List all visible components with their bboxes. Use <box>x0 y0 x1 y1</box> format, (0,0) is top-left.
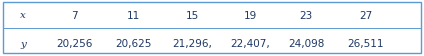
Text: 24,098: 24,098 <box>288 39 324 49</box>
Text: 7: 7 <box>71 11 78 21</box>
Text: 20,256: 20,256 <box>56 39 92 49</box>
Text: 20,625: 20,625 <box>115 39 152 49</box>
Text: 26,511: 26,511 <box>347 39 384 49</box>
Text: 19: 19 <box>243 11 257 21</box>
Text: 22,407,: 22,407, <box>230 39 270 49</box>
Text: y: y <box>20 39 26 48</box>
Text: 11: 11 <box>127 11 140 21</box>
Bar <box>3 3 421 53</box>
Text: x: x <box>20 11 26 20</box>
Text: 21,296,: 21,296, <box>172 39 212 49</box>
Text: 23: 23 <box>299 11 313 21</box>
Text: 27: 27 <box>359 11 372 21</box>
Text: 15: 15 <box>185 11 199 21</box>
